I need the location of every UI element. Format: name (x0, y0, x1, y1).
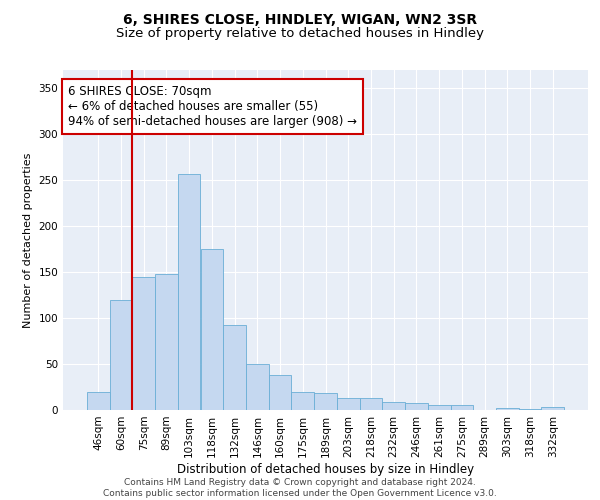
Bar (496, 408, 518, 410)
Bar (337, 398, 359, 410)
Bar (359, 398, 382, 410)
Bar (223, 324, 246, 410)
Y-axis label: Number of detached properties: Number of detached properties (23, 152, 33, 328)
Bar (541, 407, 564, 410)
Bar (87, 392, 110, 410)
Bar (200, 249, 223, 410)
Text: 6, SHIRES CLOSE, HINDLEY, WIGAN, WN2 3SR: 6, SHIRES CLOSE, HINDLEY, WIGAN, WN2 3SR (123, 12, 477, 26)
Bar (155, 274, 178, 410)
Bar (518, 409, 541, 410)
Text: Contains HM Land Registry data © Crown copyright and database right 2024.
Contai: Contains HM Land Registry data © Crown c… (103, 478, 497, 498)
Bar (292, 392, 314, 410)
Bar (382, 402, 405, 410)
Bar (110, 300, 133, 410)
Bar (246, 364, 269, 410)
Bar (178, 174, 200, 410)
Bar (451, 406, 473, 410)
Text: 6 SHIRES CLOSE: 70sqm
← 6% of detached houses are smaller (55)
94% of semi-detac: 6 SHIRES CLOSE: 70sqm ← 6% of detached h… (68, 86, 357, 128)
Bar (133, 277, 155, 410)
Bar (314, 394, 337, 410)
X-axis label: Distribution of detached houses by size in Hindley: Distribution of detached houses by size … (177, 462, 474, 475)
Bar (269, 375, 292, 410)
Text: Size of property relative to detached houses in Hindley: Size of property relative to detached ho… (116, 28, 484, 40)
Bar (428, 406, 451, 410)
Bar (405, 402, 428, 410)
